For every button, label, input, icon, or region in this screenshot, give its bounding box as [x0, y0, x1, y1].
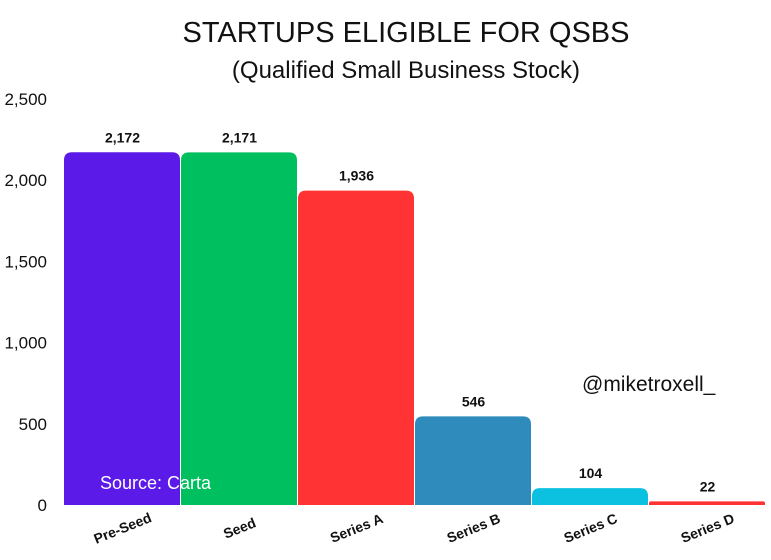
x-tick-label: Series C	[562, 510, 620, 546]
bar-series-d	[649, 501, 765, 505]
y-tick-label: 1,500	[4, 252, 47, 271]
y-tick-label: 2,500	[4, 90, 47, 109]
data-label: 104	[579, 465, 603, 481]
x-axis: Pre-Seed Seed Series A Series B Series C Seri…	[91, 509, 736, 547]
data-label: 1,936	[339, 168, 374, 184]
data-label: 22	[700, 478, 716, 494]
x-tick-label: Seed	[221, 514, 258, 541]
source-annotation: Source: Carta	[100, 473, 212, 493]
data-label: 2,171	[222, 129, 257, 145]
bars	[64, 152, 765, 505]
author-handle: @miketroxell_	[582, 373, 716, 396]
chart-title: STARTUPS ELIGIBLE FOR QSBS	[183, 17, 630, 49]
bar-series-a	[298, 190, 414, 505]
bar-seed	[181, 152, 297, 505]
x-tick-label: Pre-Seed	[91, 509, 153, 547]
bar-pre-seed	[64, 152, 180, 505]
x-tick-label: Series D	[679, 510, 737, 546]
y-tick-label: 2,000	[4, 171, 47, 190]
y-tick-label: 0	[38, 496, 47, 515]
y-tick-label: 500	[19, 415, 47, 434]
data-label: 2,172	[105, 129, 140, 145]
y-axis: 0 500 1,000 1,500 2,000 2,500	[4, 90, 47, 515]
x-tick-label: Series A	[328, 510, 385, 546]
bar-series-c	[532, 488, 648, 505]
y-tick-label: 1,000	[4, 334, 47, 353]
chart-subtitle: (Qualified Small Business Stock)	[232, 57, 580, 84]
data-labels: 2,172 2,171 1,936 546 104 22	[105, 129, 716, 494]
data-label: 546	[462, 393, 486, 409]
x-tick-label: Series B	[445, 510, 503, 546]
bar-series-b	[415, 416, 531, 505]
